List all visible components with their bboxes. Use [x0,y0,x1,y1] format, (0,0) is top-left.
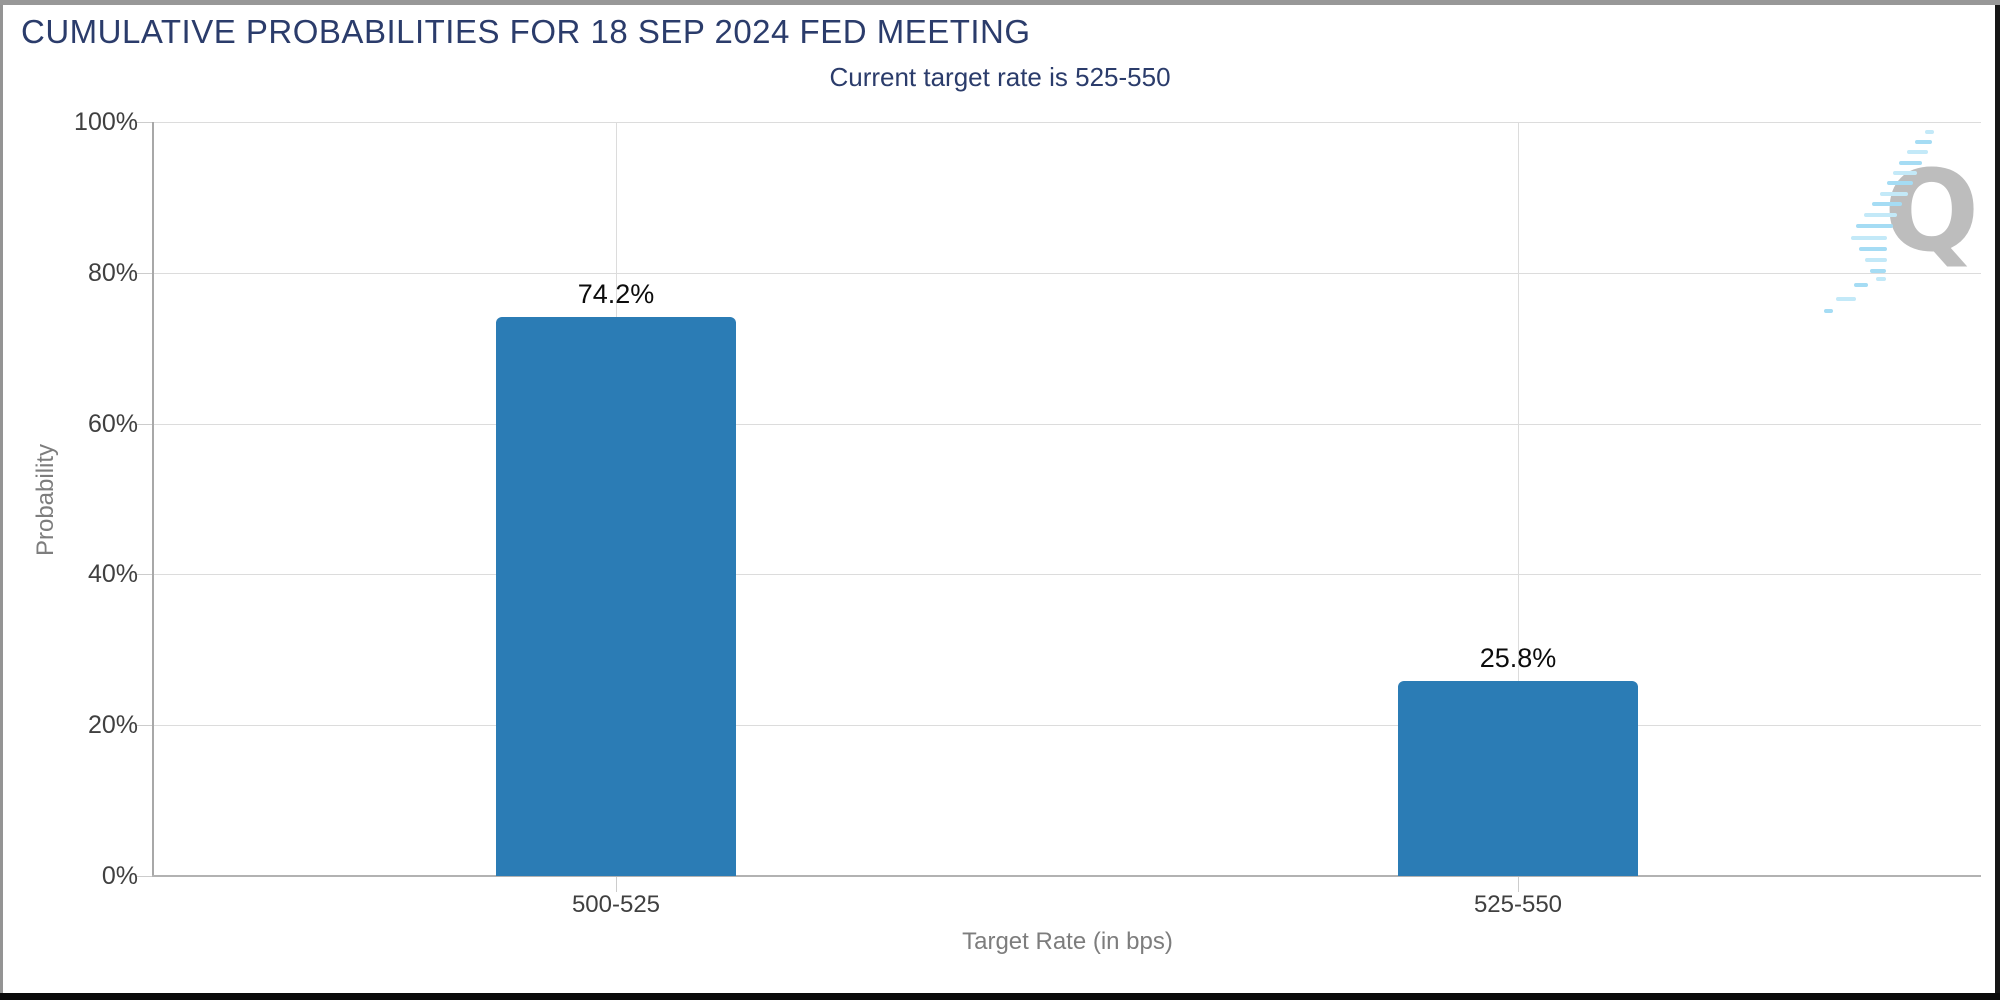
chart-title: CUMULATIVE PROBABILITIES FOR 18 SEP 2024… [21,13,1031,50]
y-tick-100pct [137,122,152,123]
y-tick-40pct [137,574,152,576]
x-axis-line [152,875,1981,877]
logo-swoosh-dash [1899,161,1922,165]
bar-500-525 [496,316,736,876]
y-tick-label-0pct: 0% [101,862,138,890]
y-tick-20pct [137,725,152,727]
gridline-20pct [154,725,1981,727]
y-tick-label-80pct: 80% [87,258,138,287]
logo-swoosh-dash [1854,283,1868,287]
logo-swoosh-dash [1851,236,1887,240]
logo-swoosh-dash [1865,258,1887,262]
logo-swoosh-dash [1824,309,1833,313]
logo-swoosh-dash [1876,277,1886,281]
logo-swoosh-dash [1856,224,1893,228]
logo-swoosh-dash [1887,181,1913,185]
logo-swoosh-dash [1915,140,1932,144]
x-tick-500-525 [616,877,617,892]
gridline-100pct [154,122,1981,123]
window-border-top [0,0,2000,5]
logo-swoosh-dash [1864,213,1897,217]
y-tick-0pct [137,876,152,877]
window-border-right [1995,5,2000,1000]
logo-swoosh-dash [1870,269,1886,273]
y-tick-label-100pct: 100% [74,108,138,136]
logo-swoosh-dash [1893,171,1917,175]
logo-swoosh-dash [1859,247,1887,251]
bar-value-label-525-550: 25.8% [1479,643,1557,674]
x-tick-label-525-550: 525-550 [1473,891,1563,918]
window-border-left [0,0,3,1000]
y-tick-60pct [137,423,152,425]
gridline-40pct [154,574,1981,576]
plot-area: 74.2% 25.8% [137,122,1981,892]
x-tick-525-550 [1518,877,1519,892]
y-tick-label-20pct: 20% [87,711,138,740]
logo-swoosh-dash [1907,150,1928,154]
gridline-category-2 [1518,122,1519,876]
gridline-60pct [154,423,1981,425]
bar-value-label-500-525: 74.2% [577,278,655,309]
logo-swoosh-dash [1925,130,1934,134]
y-tick-label-60pct: 60% [87,409,138,438]
y-axis-title: Probability [32,443,59,557]
logo-swoosh-dash [1836,297,1856,301]
x-axis-title: Target Rate (in bps) [962,928,1173,955]
y-tick-label-40pct: 40% [87,560,138,589]
logo-swoosh-dash [1880,192,1908,196]
logo-swoosh-dash [1872,202,1902,206]
bar-525-550 [1398,681,1638,876]
q-watermark-logo: Q [1810,120,1980,320]
window-border-bottom [0,993,2000,1000]
gridline-80pct [154,272,1981,274]
y-axis-line [152,122,154,877]
chart-subtitle: Current target rate is 525-550 [829,62,1171,92]
y-tick-80pct [137,272,152,274]
x-tick-label-500-525: 500-525 [571,891,661,918]
